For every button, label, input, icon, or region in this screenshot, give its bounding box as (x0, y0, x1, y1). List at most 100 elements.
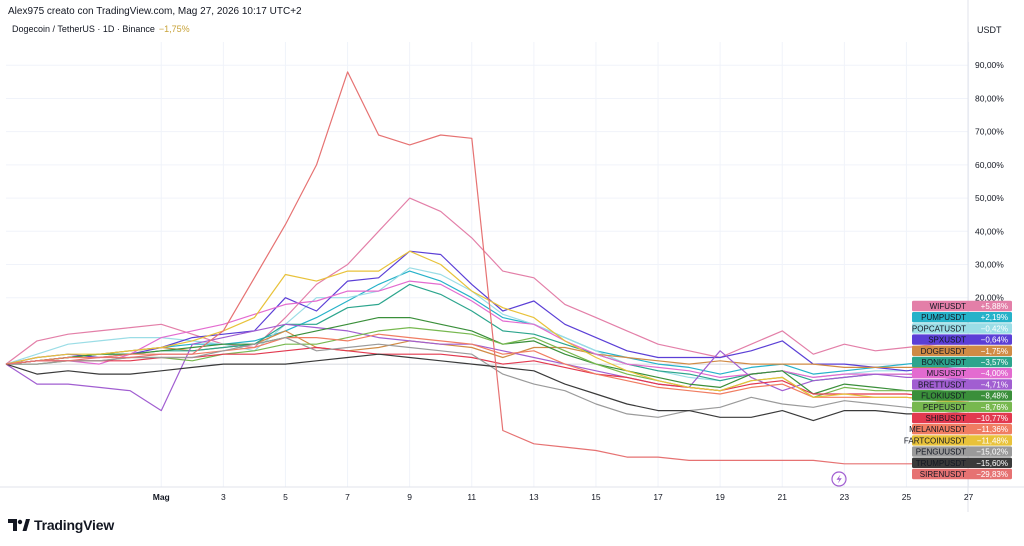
y-tick-label: 70,00% (975, 127, 1004, 137)
series-label-pepeusdt[interactable]: PEPEUSDT −8,76% (912, 401, 1012, 412)
x-tick-label: 27 (964, 492, 974, 502)
series-label-name: PEPEUSDT (923, 403, 966, 412)
series-label-mususdt[interactable]: MUSUSDT −4,00% (912, 368, 1012, 379)
x-tick-label: Mag (153, 492, 170, 502)
lightning-icon[interactable] (831, 471, 847, 487)
series-label-name: BONKUSDT (922, 358, 967, 367)
series-label-box (912, 334, 1012, 345)
series-label-name: SPXUSDT (928, 336, 966, 345)
series-label-melaniausdt[interactable]: MELANIAUSDT −11,36% (909, 424, 1012, 435)
time-axis[interactable]: Mag357911131517192123252729 (153, 492, 1024, 502)
series-line-penguusdt[interactable] (6, 337, 969, 418)
series-label-shibusdt[interactable]: SHIBUSDT −10,77% (912, 412, 1012, 424)
series-label-value: −4,00% (981, 369, 1008, 378)
series-line-fartcoinusdt[interactable] (5, 250, 969, 403)
series-label-value: −11,48% (977, 436, 1008, 445)
series-label-value: −1,75% (981, 347, 1008, 356)
series-label-value: −15,60% (976, 459, 1008, 468)
series-line-dogeusdt[interactable] (5, 330, 969, 371)
y-tick-label: 40,00% (975, 226, 1004, 236)
series-label-value: +5,88% (981, 302, 1008, 311)
series-label-name: SHIBUSDT (926, 414, 967, 423)
series-label-box (912, 457, 1012, 468)
series-label-value: −4,71% (981, 380, 1008, 389)
series-label-box (912, 390, 1012, 401)
series-label-penguusdt[interactable]: PENGUUSDT −15,02% (912, 446, 1012, 457)
series-label-name: BRETTUSDT (918, 380, 966, 389)
series-line-brettusdt[interactable] (5, 323, 969, 412)
series-label-value: −8,48% (981, 392, 1008, 401)
series-label-brettusdt[interactable]: BRETTUSDT −4,71% (912, 379, 1012, 390)
series-label-sirenusdt[interactable]: SIRENUSDT −29,83% (912, 468, 1012, 480)
series-label-value: −10,77% (976, 414, 1008, 423)
series-label-bonkusdt[interactable]: BONKUSDT −3,57% (912, 356, 1012, 368)
chart-author-line: Alex975 creato con TradingView.com, Mag … (8, 6, 302, 17)
series-line-flokiusdt[interactable] (5, 317, 969, 395)
x-tick-label: 15 (591, 492, 601, 502)
series-label-pumpusdt[interactable]: PUMPUSDT +2,19% (912, 312, 1012, 323)
x-tick-label: 11 (467, 492, 476, 502)
series-lines (5, 71, 969, 465)
chart-grid (0, 0, 1024, 512)
series-value-labels: WIFUSDT +5,88% PUMPUSDT +2,19% POPCATUSDT −0,… (904, 300, 1012, 480)
series-label-box (912, 435, 1012, 446)
y-tick-label: 80,00% (975, 93, 1004, 103)
series-label-name: POPCATUSDT (912, 324, 966, 333)
tradingview-logo-icon (8, 519, 30, 531)
series-line-wifusdt[interactable] (5, 197, 969, 365)
series-label-value: −0,64% (981, 336, 1008, 345)
x-tick-label: 5 (283, 492, 288, 502)
series-label-box (912, 468, 1012, 480)
x-tick-label: 17 (653, 492, 663, 502)
series-label-box (912, 412, 1012, 424)
series-label-name: FARTCOINUSDT (904, 436, 966, 445)
series-label-trumpusdt[interactable]: TRUMPUSDT −15,60% (912, 457, 1012, 468)
series-label-box (912, 446, 1012, 457)
series-label-box (912, 345, 1012, 356)
series-label-value: −8,76% (981, 403, 1008, 412)
x-tick-label: 13 (529, 492, 539, 502)
series-label-dogeusdt[interactable]: DOGEUSDT −1,75% (912, 345, 1012, 356)
series-label-spxusdt[interactable]: SPXUSDT −0,64% (912, 334, 1012, 345)
symbol-change: −1,75% (158, 24, 190, 34)
series-label-value: +2,19% (981, 313, 1008, 322)
series-label-name: SIRENUSDT (920, 470, 966, 479)
series-label-box (912, 401, 1012, 412)
tradingview-brand[interactable]: TradingView (8, 517, 114, 533)
x-tick-label: 9 (407, 492, 412, 502)
x-tick-label: 25 (902, 492, 912, 502)
series-label-box (912, 368, 1012, 379)
series-label-fartcoinusdt[interactable]: FARTCOINUSDT −11,48% (904, 435, 1012, 446)
series-label-wifusdt[interactable]: WIFUSDT +5,88% (912, 300, 1012, 312)
series-label-box (912, 323, 1012, 334)
series-label-name: PENGUUSDT (916, 448, 966, 457)
series-label-popcatusdt[interactable]: POPCATUSDT −0,42% (912, 323, 1012, 334)
series-label-box (912, 379, 1012, 390)
series-label-box (912, 300, 1012, 312)
series-line-melaniausdt[interactable] (5, 333, 969, 403)
series-label-name: TRUMPUSDT (916, 459, 966, 468)
symbol-name: Dogecoin / TetherUS · 1D · Binance (12, 24, 155, 34)
series-label-name: MELANIAUSDT (909, 425, 966, 434)
series-label-value: −3,57% (981, 358, 1008, 367)
y-tick-label: 50,00% (975, 193, 1004, 203)
x-tick-label: 7 (345, 492, 350, 502)
y-tick-label: 30,00% (975, 260, 1004, 270)
series-line-trumpusdt[interactable] (5, 353, 969, 422)
series-label-box (912, 312, 1012, 323)
series-label-name: PUMPUSDT (921, 313, 966, 322)
series-label-box (912, 424, 1012, 435)
series-label-name: WIFUSDT (930, 302, 967, 311)
series-label-flokiusdt[interactable]: FLOKIUSDT −8,48% (912, 390, 1012, 401)
series-line-mususdt[interactable] (5, 280, 969, 378)
series-label-name: DOGEUSDT (921, 347, 966, 356)
price-axis-unit-label: USDT (977, 25, 1002, 35)
price-axis[interactable]: 90,00% 80,00% 70,00% 60,00% 50,00% 40,00% 30,0… (975, 60, 1004, 302)
x-tick-label: 23 (840, 492, 850, 502)
y-tick-label: 90,00% (975, 60, 1004, 70)
symbol-legend[interactable]: Dogecoin / TetherUS · 1D · Binance −1,75% (12, 24, 190, 34)
series-label-value: −15,02% (976, 448, 1008, 457)
series-line-sirenusdt[interactable] (5, 71, 969, 465)
series-label-value: −0,42% (981, 324, 1008, 333)
